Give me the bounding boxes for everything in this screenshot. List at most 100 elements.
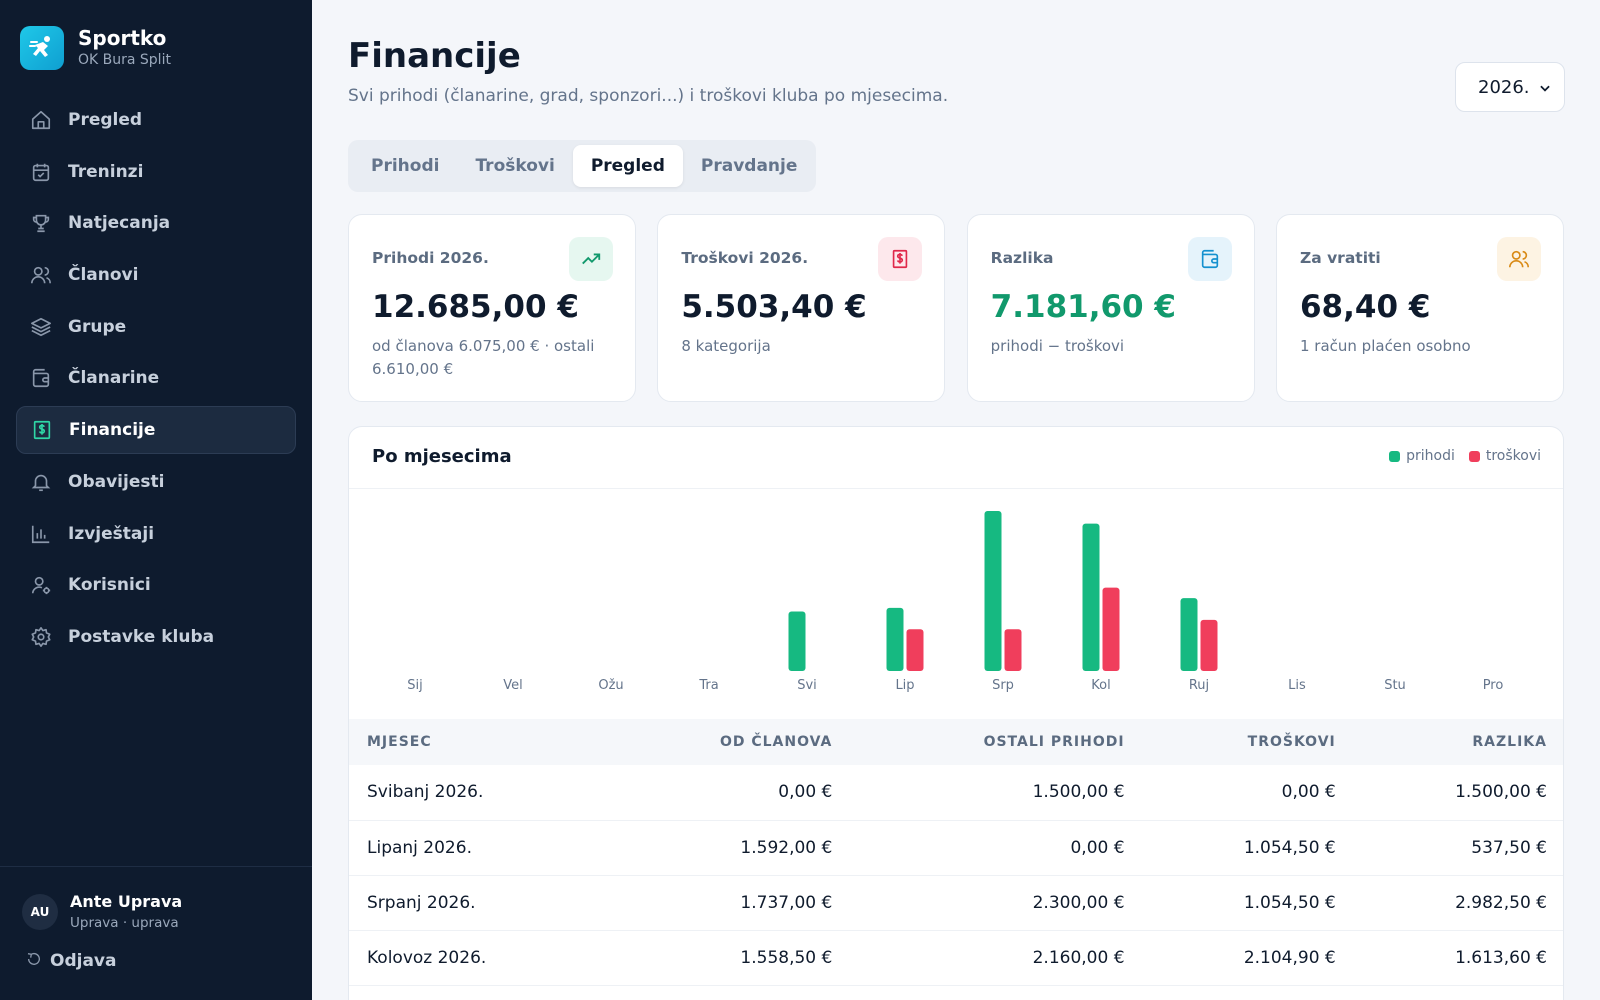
bar-expense-Lip[interactable]: [906, 629, 924, 671]
user-profile[interactable]: AU Ante Uprava Uprava · uprava: [22, 891, 182, 933]
tab-prihodi[interactable]: Prihodi: [371, 156, 440, 176]
legend-expense-swatch: [1468, 450, 1480, 462]
layers-icon: [30, 316, 52, 338]
card-note: od članova 6.075,00 € · ostali 6.610,00 …: [372, 337, 595, 378]
x-tick-label: Kol: [1091, 678, 1110, 693]
bar-income-Kol[interactable]: [1082, 523, 1100, 671]
chevron-down-icon: [1538, 79, 1552, 100]
nav-item-pregled[interactable]: Pregled: [16, 96, 296, 144]
receipt-icon: [878, 237, 923, 281]
cell-difference: 1.613,60 €: [1353, 930, 1563, 986]
tab-troskovi[interactable]: Troškovi: [475, 156, 555, 176]
nav-item-natjecanja[interactable]: Natjecanja: [16, 199, 296, 247]
dollar-receipt-icon: [31, 419, 53, 441]
page-subtitle: Svi prihodi (članarine, grad, sponzori..…: [348, 86, 949, 106]
runner-logo-icon: [20, 26, 64, 70]
wallet-icon: [30, 367, 52, 389]
bar-income-Svi[interactable]: [788, 611, 806, 671]
tab-pravdanje[interactable]: Pravdanje: [700, 156, 798, 176]
nav-item-financije[interactable]: Financije: [16, 406, 296, 455]
cell-expenses: 0,00 €: [1142, 765, 1354, 821]
wallet-icon: [1187, 237, 1232, 281]
sidebar: Sportko OK Bura Split Pregled Treninzi N…: [0, 0, 312, 1000]
nav-label: Financije: [69, 420, 156, 441]
cell-month: Svibanj 2026.: [349, 765, 606, 821]
bar-expense-Srp[interactable]: [1004, 629, 1022, 671]
nav-item-izvjestaji[interactable]: Izvještaji: [16, 510, 296, 558]
bar-income-Lip[interactable]: [886, 607, 904, 671]
bar-chart-icon: [30, 523, 52, 545]
cell-expenses: 1.054,50 €: [1142, 875, 1354, 931]
nav-item-korisnici[interactable]: Korisnici: [16, 561, 296, 609]
col-header-other-income[interactable]: OSTALI PRIHODI: [983, 734, 1125, 750]
cell-month: Lipanj 2026.: [349, 820, 606, 876]
card-note: 8 kategorija: [681, 337, 771, 355]
col-header-expenses[interactable]: TROŠKOVI: [1247, 734, 1336, 750]
x-tick-label: Pro: [1483, 678, 1504, 693]
col-header-difference[interactable]: RAZLIKA: [1472, 734, 1547, 750]
logout-label: Odjava: [50, 951, 117, 971]
cell-month: Kolovoz 2026.: [349, 930, 606, 986]
year-value: 2026.: [1478, 76, 1530, 98]
bar-expense-Kol[interactable]: [1102, 587, 1120, 671]
table-row[interactable]: Svibanj 2026. 0,00 € 1.500,00 € 0,00 € 1…: [349, 765, 1563, 821]
table-row[interactable]: Kolovoz 2026. 1.558,50 € 2.160,00 € 2.10…: [349, 930, 1563, 986]
nav-item-clanovi[interactable]: Članovi: [16, 251, 296, 299]
card-reimburse: Za vratiti 68,40 € 1 račun plaćen osobno: [1275, 214, 1564, 402]
nav-label: Članovi: [68, 265, 139, 286]
brand[interactable]: Sportko OK Bura Split: [20, 26, 171, 70]
bar-expense-Ruj[interactable]: [1200, 619, 1218, 671]
users-icon: [30, 264, 52, 286]
tab-bar: Prihodi Troškovi Pregled Pravdanje: [348, 140, 816, 192]
nav-item-grupe[interactable]: Grupe: [16, 303, 296, 351]
nav-label: Treninzi: [68, 161, 144, 182]
x-tick-label: Ruj: [1189, 678, 1209, 693]
nav-label: Korisnici: [68, 575, 151, 596]
tab-pregled[interactable]: Pregled: [572, 145, 683, 187]
card-difference: Razlika 7.181,60 € prihodi − troškovi: [966, 214, 1255, 402]
card-value: 5.503,40 €: [681, 289, 867, 325]
monthly-panel: Po mjesecima prihodi troškovi Sij Vel Ožu T…: [348, 426, 1564, 1000]
monthly-bar-chart: Sij Vel Ožu Tra Svi Lip Srp Kol Ruj Lis Stu Pro: [407, 511, 1504, 693]
card-value: 68,40 €: [1299, 289, 1431, 325]
col-header-members[interactable]: OD ČLANOVA: [719, 734, 833, 750]
user-role: Uprava · uprava: [70, 915, 179, 931]
main-nav: Pregled Treninzi Natjecanja Članovi Grup…: [16, 96, 296, 665]
card-income: Prihodi 2026. 12.685,00 € od članova 6.0…: [348, 214, 636, 402]
nav-label: Grupe: [68, 316, 127, 337]
page-title: Financije: [348, 36, 521, 76]
card-value: 12.685,00 €: [372, 289, 579, 325]
users-icon: [1496, 237, 1541, 281]
user-settings-icon: [30, 574, 52, 596]
nav-label: Izvještaji: [68, 523, 155, 544]
bar-income-Ruj[interactable]: [1180, 598, 1198, 671]
col-header-month[interactable]: MJESEC: [367, 734, 432, 750]
cell-other-income: 2.300,00 €: [850, 875, 1143, 931]
logout-button[interactable]: Odjava: [26, 951, 116, 971]
cell-other-income: 1.500,00 €: [850, 765, 1143, 821]
legend-income-swatch: [1389, 450, 1401, 462]
nav-item-obavijesti[interactable]: Obavijesti: [16, 458, 296, 506]
table-header-row: MJESEC OD ČLANOVA OSTALI PRIHODI TROŠKOV…: [349, 719, 1563, 765]
calendar-icon: [30, 161, 52, 183]
avatar: AU: [22, 894, 58, 930]
year-select[interactable]: 2026.: [1455, 62, 1565, 112]
nav-item-treninzi[interactable]: Treninzi: [16, 148, 296, 196]
brand-name: Sportko: [78, 26, 167, 50]
card-title: Troškovi 2026.: [681, 249, 809, 267]
table-row[interactable]: Srpanj 2026. 1.737,00 € 2.300,00 € 1.054…: [349, 875, 1563, 931]
card-note: 1 račun plaćen osobno: [1299, 337, 1471, 355]
nav-item-clanarine[interactable]: Članarine: [16, 354, 296, 402]
gear-icon: [30, 626, 52, 648]
bar-income-Srp[interactable]: [984, 511, 1002, 671]
cell-members: 0,00 €: [605, 765, 851, 821]
x-tick-label: Tra: [698, 678, 718, 693]
nav-label: Članarine: [68, 368, 160, 389]
card-title: Razlika: [990, 249, 1054, 267]
cell-month: Srpanj 2026.: [349, 875, 606, 931]
nav-item-postavke-kluba[interactable]: Postavke kluba: [16, 613, 296, 661]
trophy-icon: [30, 212, 52, 234]
table-row[interactable]: Lipanj 2026. 1.592,00 € 0,00 € 1.054,50 …: [349, 820, 1563, 876]
nav-label: Postavke kluba: [68, 626, 215, 647]
chart-legend: prihodi troškovi: [1375, 448, 1541, 464]
